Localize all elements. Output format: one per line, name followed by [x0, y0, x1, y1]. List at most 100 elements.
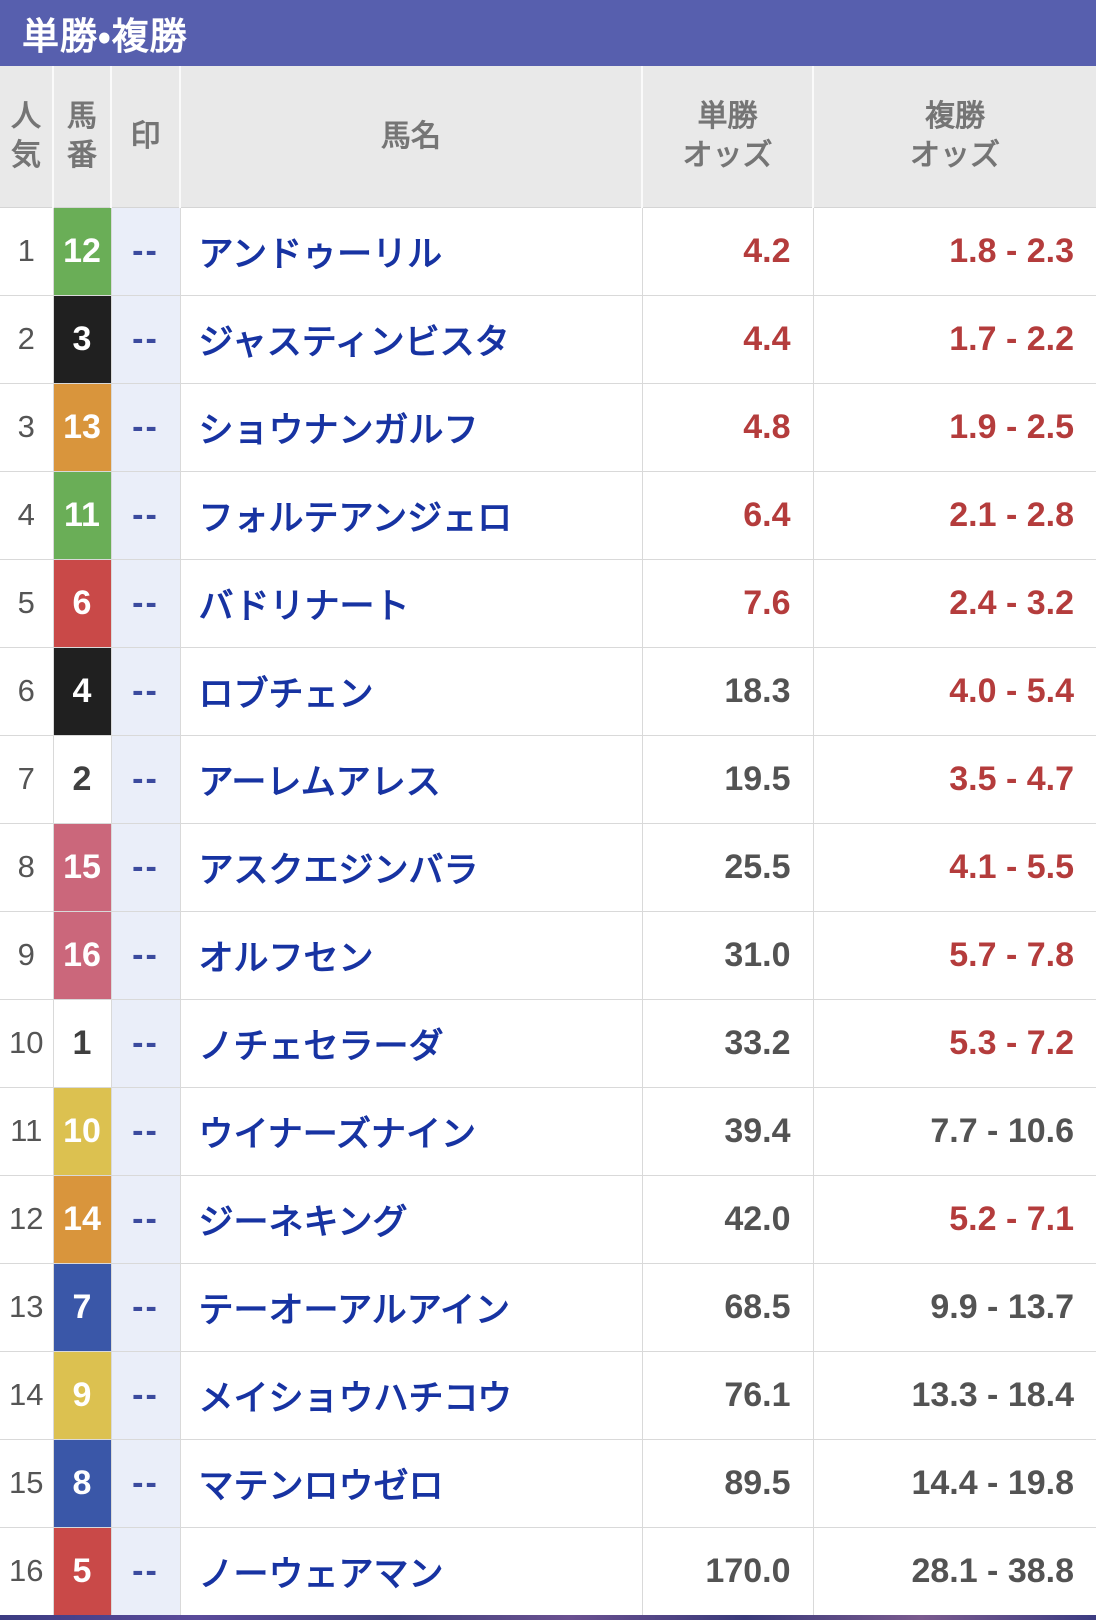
- win-odds-value: 33.2: [641, 998, 813, 1087]
- place-odds-range: 5.3 - 7.2: [812, 998, 1096, 1087]
- table-row: 5 6 -- バドリナート 7.6 2.4 - 3.2: [0, 558, 1096, 647]
- horse-name-link[interactable]: ロブチェン: [179, 646, 642, 735]
- mark-cell[interactable]: --: [110, 822, 180, 911]
- win-odds-value: 6.4: [641, 470, 813, 559]
- header-mark: 印: [110, 66, 180, 208]
- table-row: 13 7 -- テーオーアルアイン 68.5 9.9 - 13.7: [0, 1262, 1096, 1351]
- mark-cell[interactable]: --: [110, 1526, 180, 1615]
- horse-number-badge: 13: [52, 382, 111, 471]
- place-odds-range: 9.9 - 13.7: [812, 1262, 1096, 1351]
- horse-name-link[interactable]: オルフセン: [179, 910, 642, 999]
- place-odds-range: 4.1 - 5.5: [812, 822, 1096, 911]
- header-rank: 人気: [0, 66, 53, 208]
- win-odds-value: 19.5: [641, 734, 813, 823]
- place-odds-range: 14.4 - 19.8: [812, 1438, 1096, 1527]
- win-odds-value: 39.4: [641, 1086, 813, 1175]
- table-row: 4 11 -- フォルテアンジェロ 6.4 2.1 - 2.8: [0, 470, 1096, 559]
- header-place-odds: 複勝 オッズ: [812, 66, 1096, 208]
- place-odds-range: 3.5 - 4.7: [812, 734, 1096, 823]
- place-odds-range: 2.4 - 3.2: [812, 558, 1096, 647]
- horse-number-badge: 2: [52, 734, 111, 823]
- header-win-odds: 単勝 オッズ: [641, 66, 813, 208]
- horse-name-link[interactable]: テーオーアルアイン: [179, 1262, 642, 1351]
- mark-cell[interactable]: --: [110, 646, 180, 735]
- win-odds-value: 68.5: [641, 1262, 813, 1351]
- odds-table-body: 1 12 -- アンドゥーリル 4.2 1.8 - 2.3 2 3 -- ジャスティンビスタ 4.4…: [0, 207, 1096, 1615]
- horse-number-badge: 15: [52, 822, 111, 911]
- popularity-rank: 5: [0, 558, 53, 647]
- horse-name-link[interactable]: ノチェセラーダ: [179, 998, 642, 1087]
- horse-number-badge: 8: [52, 1438, 111, 1527]
- mark-cell[interactable]: --: [110, 558, 180, 647]
- horse-number-badge: 4: [52, 646, 111, 735]
- mark-cell[interactable]: --: [110, 1174, 180, 1263]
- section-title: 単勝・複勝: [22, 16, 188, 57]
- place-odds-range: 1.8 - 2.3: [812, 207, 1096, 295]
- place-odds-range: 7.7 - 10.6: [812, 1086, 1096, 1175]
- mark-cell[interactable]: --: [110, 294, 180, 383]
- win-odds-value: 4.4: [641, 294, 813, 383]
- popularity-rank: 7: [0, 734, 53, 823]
- horse-name-link[interactable]: ノーウェアマン: [179, 1526, 642, 1615]
- table-row: 1 12 -- アンドゥーリル 4.2 1.8 - 2.3: [0, 207, 1096, 295]
- mark-cell[interactable]: --: [110, 1350, 180, 1439]
- header-name: 馬名: [179, 66, 642, 208]
- partially-visible-next-section: [0, 1615, 1096, 1620]
- horse-number-badge: 12: [52, 207, 111, 295]
- win-odds-value: 42.0: [641, 1174, 813, 1263]
- win-odds-value: 4.8: [641, 382, 813, 471]
- mark-cell[interactable]: --: [110, 207, 180, 295]
- mark-cell[interactable]: --: [110, 1262, 180, 1351]
- popularity-rank: 15: [0, 1438, 53, 1527]
- table-row: 10 1 -- ノチェセラーダ 33.2 5.3 - 7.2: [0, 998, 1096, 1087]
- popularity-rank: 3: [0, 382, 53, 471]
- horse-name-link[interactable]: ショウナンガルフ: [179, 382, 642, 471]
- section-title-bar: 単勝・複勝: [0, 0, 1096, 66]
- table-row: 3 13 -- ショウナンガルフ 4.8 1.9 - 2.5: [0, 382, 1096, 471]
- horse-number-badge: 6: [52, 558, 111, 647]
- horse-name-link[interactable]: マテンロウゼロ: [179, 1438, 642, 1527]
- horse-name-link[interactable]: メイショウハチコウ: [179, 1350, 642, 1439]
- win-odds-value: 4.2: [641, 207, 813, 295]
- mark-cell[interactable]: --: [110, 470, 180, 559]
- horse-number-badge: 5: [52, 1526, 111, 1615]
- mark-cell[interactable]: --: [110, 1086, 180, 1175]
- place-odds-range: 1.7 - 2.2: [812, 294, 1096, 383]
- popularity-rank: 11: [0, 1086, 53, 1175]
- table-row: 9 16 -- オルフセン 31.0 5.7 - 7.8: [0, 910, 1096, 999]
- horse-name-link[interactable]: アーレムアレス: [179, 734, 642, 823]
- win-odds-value: 76.1: [641, 1350, 813, 1439]
- mark-cell[interactable]: --: [110, 382, 180, 471]
- horse-name-link[interactable]: アスクエジンバラ: [179, 822, 642, 911]
- popularity-rank: 10: [0, 998, 53, 1087]
- horse-name-link[interactable]: ウイナーズナイン: [179, 1086, 642, 1175]
- table-row: 14 9 -- メイショウハチコウ 76.1 13.3 - 18.4: [0, 1350, 1096, 1439]
- place-odds-range: 13.3 - 18.4: [812, 1350, 1096, 1439]
- table-row: 6 4 -- ロブチェン 18.3 4.0 - 5.4: [0, 646, 1096, 735]
- win-odds-value: 31.0: [641, 910, 813, 999]
- horse-name-link[interactable]: ジーネキング: [179, 1174, 642, 1263]
- mark-cell[interactable]: --: [110, 1438, 180, 1527]
- popularity-rank: 4: [0, 470, 53, 559]
- place-odds-range: 4.0 - 5.4: [812, 646, 1096, 735]
- win-odds-value: 7.6: [641, 558, 813, 647]
- horse-name-link[interactable]: アンドゥーリル: [179, 207, 642, 295]
- mark-cell[interactable]: --: [110, 734, 180, 823]
- horse-number-badge: 1: [52, 998, 111, 1087]
- place-odds-range: 1.9 - 2.5: [812, 382, 1096, 471]
- horse-name-link[interactable]: バドリナート: [179, 558, 642, 647]
- mark-cell[interactable]: --: [110, 998, 180, 1087]
- horse-number-badge: 11: [52, 470, 111, 559]
- popularity-rank: 2: [0, 294, 53, 383]
- table-row: 7 2 -- アーレムアレス 19.5 3.5 - 4.7: [0, 734, 1096, 823]
- mark-cell[interactable]: --: [110, 910, 180, 999]
- horse-number-badge: 10: [52, 1086, 111, 1175]
- win-odds-value: 18.3: [641, 646, 813, 735]
- popularity-rank: 8: [0, 822, 53, 911]
- horse-name-link[interactable]: フォルテアンジェロ: [179, 470, 642, 559]
- horse-name-link[interactable]: ジャスティンビスタ: [179, 294, 642, 383]
- odds-table-header: 人気 馬番 印 馬名 単勝 オッズ 複勝 オッズ: [0, 66, 1096, 208]
- table-row: 12 14 -- ジーネキング 42.0 5.2 - 7.1: [0, 1174, 1096, 1263]
- popularity-rank: 9: [0, 910, 53, 999]
